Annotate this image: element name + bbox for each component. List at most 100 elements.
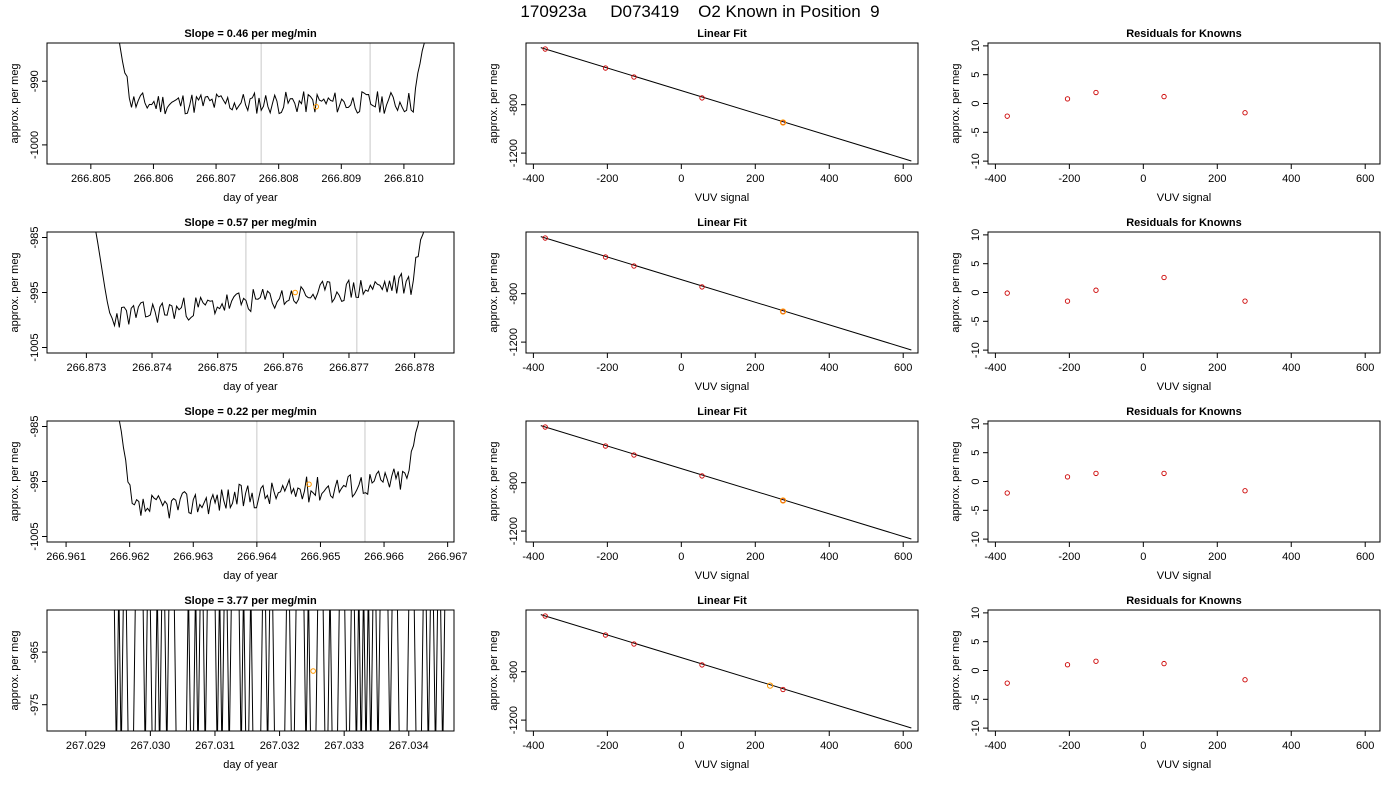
panel-title: Slope = 0.46 per meg/min [184,28,317,40]
x-tick-label: 266.810 [384,173,424,185]
plot-frame [525,231,919,354]
x-tick-label: 266.808 [259,173,299,185]
y-tick-label: 10 [970,418,982,430]
data-point [1161,470,1167,477]
data-point [1242,488,1248,494]
x-tick-label: -400 [522,362,544,374]
data-point [1161,660,1167,667]
plot-frame [46,231,455,354]
marker-point [292,289,298,296]
panel-title: Slope = 0.22 per meg/min [184,406,317,418]
plot-frame [525,609,919,732]
panel-2-2: Residuals for Knowns -400 -200 0 200 400 600 -1… [950,406,1381,582]
x-tick-label: 266.806 [134,173,174,185]
fit-line [540,47,912,162]
x-tick-label: -200 [1058,740,1080,752]
panel-1-1: Linear Fit -400 -200 0 200 400 600 -1200 -800 VUV… [488,217,919,393]
x-tick-label: 266.961 [46,551,86,563]
y-tick-label: 5 [970,72,982,78]
x-tick-label: 266.962 [110,551,150,563]
y-tick-label: 0 [970,100,982,106]
panel-0-1: Linear Fit -400 -200 0 200 400 600 -1200 -800 VUV… [488,28,919,204]
x-tick-label: 267.032 [260,740,300,752]
data-point [631,263,637,269]
data-point [1064,96,1071,102]
x-tick-label: 267.029 [66,740,106,752]
x-tick-label: -200 [1058,551,1080,563]
y-tick-label: -5 [970,505,982,515]
y-tick-label: -800 [508,661,520,683]
x-tick-label: 266.875 [198,362,238,374]
y-tick-label: 5 [970,450,982,456]
x-tick-label: 267.033 [324,740,364,752]
data-point [699,284,705,290]
panel-3-2: Residuals for Knowns -400 -200 0 200 400 600 -1… [950,595,1381,771]
panel-title: Slope = 0.57 per meg/min [184,217,317,229]
plot-area [1004,89,1248,119]
x-tick-label: 266.807 [196,173,236,185]
fit-line [540,236,912,351]
x-tick-label: 200 [746,740,764,752]
panel-1-2: Residuals for Knowns -400 -200 0 200 400 600 -1… [950,217,1381,393]
y-axis-label: approx. per meg [950,252,962,332]
panel-1-0: Slope = 0.57 per meg/min 266.873 266.874 26… [9,217,455,393]
x-tick-label: -400 [984,740,1006,752]
plot-frame [525,420,919,543]
data-point [542,613,548,619]
panel-3-0: Slope = 3.77 per meg/min 267.029 267.030 26… [9,595,455,771]
x-tick-label: -200 [596,551,618,563]
panel-title: Slope = 3.77 per meg/min [184,595,317,607]
plot-frame [525,42,919,165]
x-axis-label: day of year [223,192,278,204]
data-point [1093,89,1099,96]
x-tick-label: 0 [678,173,684,185]
x-axis-label: VUV signal [1157,381,1211,393]
data-point [631,452,637,458]
x-tick-label: 0 [1140,362,1146,374]
plot-area [1004,658,1248,686]
y-tick-label: 0 [970,478,982,484]
panel-0-2: Residuals for Knowns -400 -200 0 200 400 600 -1… [950,28,1381,204]
x-tick-label: 600 [1356,173,1374,185]
plot-frame [987,609,1381,732]
plot-area [113,610,446,731]
highlight-point [779,497,787,504]
x-tick-label: -400 [984,551,1006,563]
data-point [602,632,609,638]
data-point [1161,274,1167,281]
plot-area [1004,274,1248,304]
x-tick-label: -200 [1058,362,1080,374]
data-point [542,235,548,241]
data-trace [118,421,420,519]
y-tick-label: -1200 [508,328,520,356]
panel-2-1: Linear Fit -400 -200 0 200 400 600 -1200 -800 VUV… [488,406,919,582]
y-axis-label: approx. per meg [950,63,962,143]
x-tick-label: -200 [596,740,618,752]
data-point [1093,470,1099,477]
fit-line [540,614,912,729]
y-axis-label: approx. per meg [488,63,500,143]
data-point [602,254,609,260]
data-point [1064,474,1071,480]
plot-frame [46,420,455,543]
data-point [1093,658,1099,664]
y-axis-label: approx. per meg [9,630,21,710]
y-tick-label: 0 [970,667,982,673]
plot-area [118,421,420,542]
data-point [542,424,548,430]
y-tick-label: -1000 [29,131,41,159]
highlight-point [766,682,774,689]
x-tick-label: 600 [1356,551,1374,563]
x-tick-label: -200 [596,362,618,374]
y-axis-label: approx. per meg [9,63,21,143]
x-tick-label: -400 [522,551,544,563]
plot-area [540,424,912,540]
x-tick-label: -400 [984,362,1006,374]
fit-line [540,425,912,540]
y-tick-label: 5 [970,639,982,645]
y-tick-label: 10 [970,607,982,619]
x-tick-label: 266.965 [301,551,341,563]
y-tick-label: -1200 [508,706,520,734]
x-tick-label: 266.805 [71,173,111,185]
